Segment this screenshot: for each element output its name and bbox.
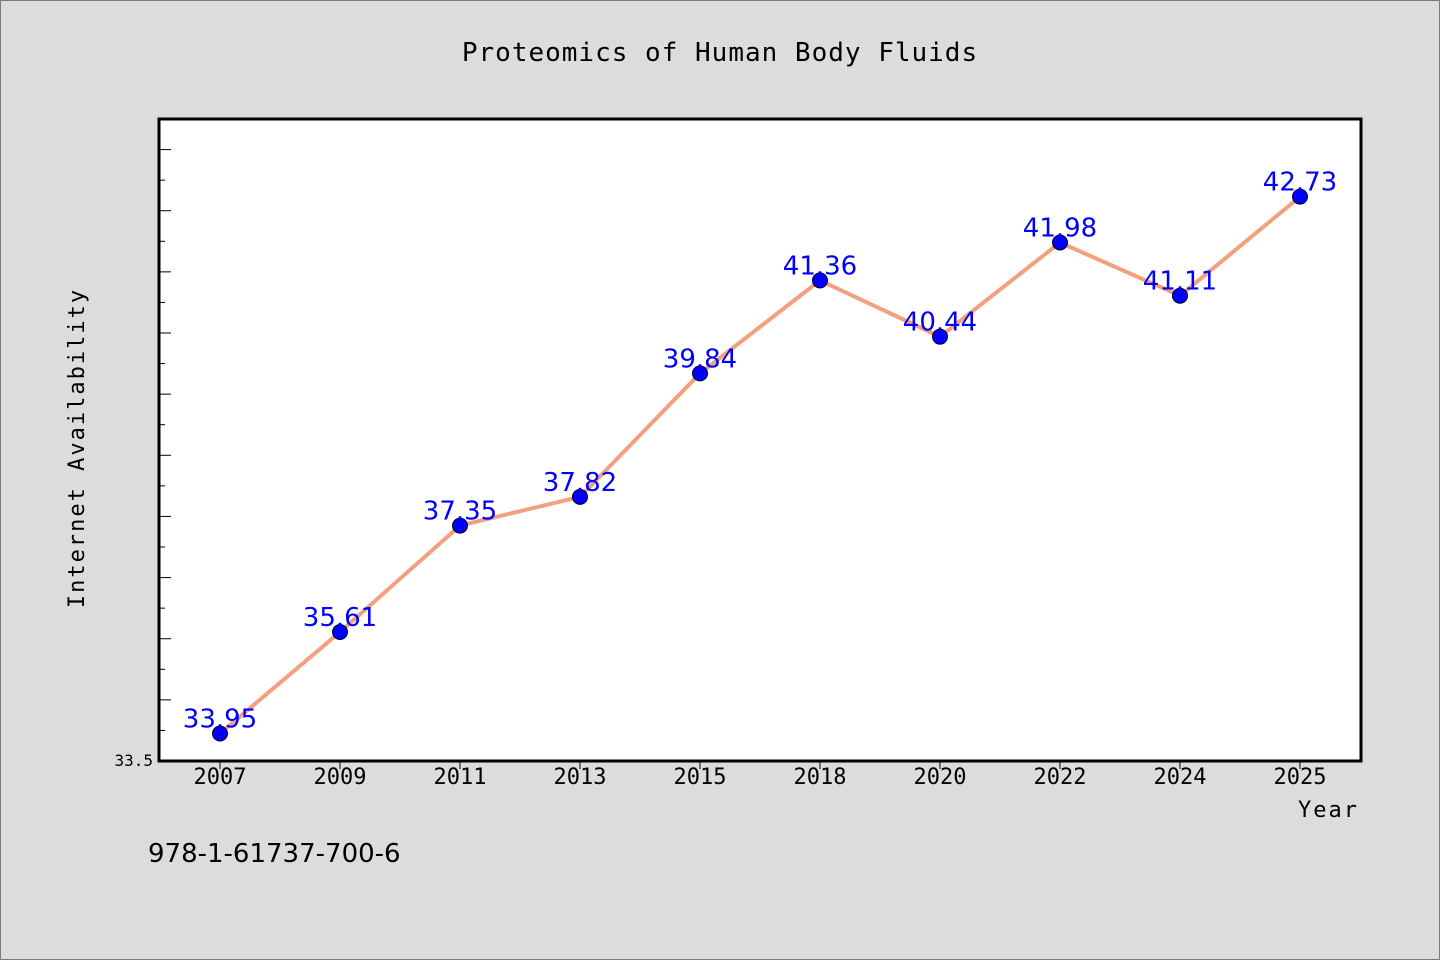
x-tick-label: 2020 <box>914 765 967 790</box>
data-label: 41.11 <box>1143 267 1217 297</box>
x-axis-tick-labels: 2007 2009 2011 2013 2015 2018 2020 2022 2024 2025 <box>194 765 1327 790</box>
x-tick-label: 2024 <box>1154 765 1207 790</box>
data-point <box>572 488 588 505</box>
data-point <box>1172 287 1188 304</box>
data-point <box>812 272 828 289</box>
plot-area <box>157 117 1363 763</box>
data-label: 41.36 <box>783 251 857 281</box>
y-axis-label: Internet Availability <box>65 288 90 608</box>
data-label: 42.73 <box>1263 168 1337 198</box>
series-group <box>212 188 1308 742</box>
data-point <box>1052 234 1068 251</box>
chart-title: Proteomics of Human Body Fluids <box>462 38 978 68</box>
x-tick-label: 2009 <box>314 765 367 790</box>
data-label-group: 33.95 35.61 37.35 37.82 39.84 41.36 40.44 41.98… <box>183 168 1337 735</box>
x-tick-label: 2011 <box>434 765 487 790</box>
x-tick-label: 2007 <box>194 765 247 790</box>
x-tick-label: 2015 <box>674 765 727 790</box>
data-label: 41.98 <box>1023 214 1097 244</box>
x-tick-label: 2018 <box>794 765 847 790</box>
data-point <box>1292 188 1308 205</box>
x-tick-label: 2013 <box>554 765 607 790</box>
data-label: 33.95 <box>183 704 257 734</box>
data-point <box>692 365 708 382</box>
data-point <box>212 725 228 742</box>
x-axis-label: Year <box>1298 798 1359 823</box>
data-point <box>332 623 348 640</box>
data-point <box>452 517 468 534</box>
x-tick-label: 2022 <box>1034 765 1087 790</box>
data-point <box>932 328 948 345</box>
x-axis-ticks <box>219 761 1301 769</box>
y-tick-label: 33.5 <box>114 751 153 770</box>
x-tick-label: 2025 <box>1274 765 1327 790</box>
data-label: 39.84 <box>663 344 737 374</box>
series-line <box>218 194 1302 736</box>
data-label: 37.35 <box>423 497 497 527</box>
data-label: 37.82 <box>543 468 617 498</box>
data-label: 40.44 <box>903 308 977 338</box>
y-axis-ticks <box>159 118 171 762</box>
data-label: 35.61 <box>303 603 377 633</box>
isbn-footer: 978-1-61737-700-6 <box>148 839 401 869</box>
